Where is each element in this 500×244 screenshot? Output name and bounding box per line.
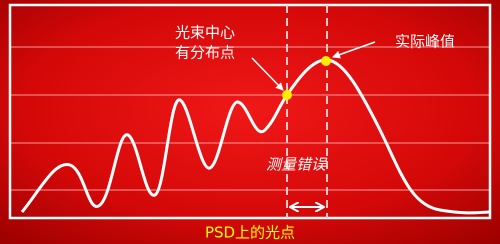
- page: 光束中心 有分布点 实际峰值 测量错误 PSD上的光点 (() => { con…: [0, 0, 500, 244]
- peak-label: 实际峰值: [395, 33, 455, 51]
- beam-center-dot: [282, 90, 292, 100]
- diagram: 光束中心 有分布点 实际峰值 测量错误 PSD上的光点: [0, 0, 500, 244]
- peak-dot: [321, 56, 331, 66]
- error-label: 测量错误: [266, 156, 328, 174]
- beam-center-label: 光束中心: [175, 24, 235, 42]
- beam-center-label: 有分布点: [175, 44, 235, 62]
- psd-label: PSD上的光点: [205, 224, 295, 242]
